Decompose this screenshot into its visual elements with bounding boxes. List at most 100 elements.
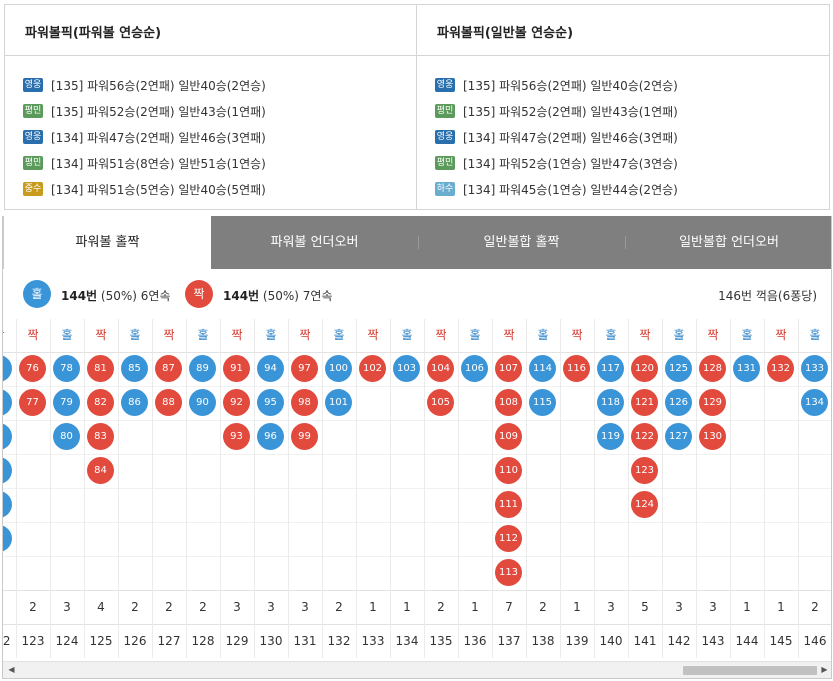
- column-type-label: 홀: [469, 328, 481, 342]
- column-type-label: 홀: [673, 328, 685, 342]
- result-ball: 105: [427, 389, 454, 416]
- column-type-label: 짝: [503, 328, 515, 342]
- result-ball: [3, 423, 12, 450]
- pick-row[interactable]: 영웅 [134] 파워47승(2연패) 일반46승(3연패): [417, 124, 829, 150]
- grid-divider: [3, 556, 831, 557]
- grid-divider: [3, 624, 831, 625]
- result-ball: [3, 355, 12, 382]
- streak-count: 3: [267, 600, 275, 614]
- column-type-label: 짝: [707, 328, 719, 342]
- result-ball: 127: [665, 423, 692, 450]
- scroll-right-arrow-icon[interactable]: ▶: [821, 665, 828, 674]
- tab-divider: [418, 236, 419, 249]
- result-ball: 77: [19, 389, 46, 416]
- odd-ball-icon: 홀: [23, 280, 51, 308]
- column-type-label: 홀: [401, 328, 413, 342]
- scroll-left-arrow-icon[interactable]: ◀: [8, 665, 15, 674]
- result-ball: 109: [495, 423, 522, 450]
- pick-row[interactable]: 영웅 [134] 파워47승(2연패) 일반46승(3연패): [5, 124, 416, 150]
- grid-divider: [594, 319, 595, 658]
- streak-count: 7: [505, 600, 513, 614]
- grid-divider: [730, 319, 731, 658]
- column-type-label: 홀: [333, 328, 345, 342]
- result-ball: 111: [495, 491, 522, 518]
- pick-row[interactable]: 영웅 [135] 파워56승(2연패) 일반40승(2연승): [417, 72, 829, 98]
- round-number: 144: [735, 634, 759, 648]
- pattern-summary: 146번 꺽음(6퐁당): [718, 289, 817, 303]
- even-count: 144번: [223, 289, 260, 303]
- result-ball: 81: [87, 355, 114, 382]
- round-number: 133: [361, 634, 385, 648]
- result-ball: 78: [53, 355, 80, 382]
- round-number: 142: [667, 634, 691, 648]
- result-ball: 121: [631, 389, 658, 416]
- streak-count: 1: [403, 600, 411, 614]
- grid-divider: [84, 319, 85, 658]
- pick-row[interactable]: 평민 [135] 파워52승(2연패) 일반43승(1연패): [5, 98, 416, 124]
- pick-row[interactable]: 하수 [134] 파워45승(1연승) 일반44승(2연승): [417, 176, 829, 202]
- tab-power-odd-even[interactable]: 파워볼 홀짝: [3, 216, 211, 269]
- odd-count: 144번: [61, 289, 98, 303]
- pick-record-text: [134] 파워47승(2연패) 일반46승(3연패): [463, 130, 678, 145]
- rank-badge: 영웅: [435, 130, 455, 144]
- result-ball: 126: [665, 389, 692, 416]
- result-ball: 131: [733, 355, 760, 382]
- streak-count: 3: [709, 600, 717, 614]
- streak-count: 3: [233, 600, 241, 614]
- grid-divider: [118, 319, 119, 658]
- grid-divider: [220, 319, 221, 658]
- pick-record-text: [134] 파워51승(5연승) 일반40승(5연패): [51, 182, 266, 197]
- grid-divider: [3, 590, 831, 591]
- pick-list-normal: 영웅 [135] 파워56승(2연패) 일반40승(2연승) 평민 [135] 파워5…: [417, 56, 829, 202]
- grid-divider: [3, 420, 831, 421]
- pick-record-text: [134] 파워47승(2연패) 일반46승(3연패): [51, 130, 266, 145]
- grid-divider: [390, 319, 391, 658]
- rank-badge: 하수: [435, 182, 455, 196]
- pick-row[interactable]: 중수 [134] 파워51승(5연승) 일반40승(5연패): [5, 176, 416, 202]
- grid-divider: [186, 319, 187, 658]
- grid-divider: [3, 352, 831, 353]
- grid-divider: [458, 319, 459, 658]
- result-ball: 79: [53, 389, 80, 416]
- streak-count: 1: [777, 600, 785, 614]
- streak-count: [3, 590, 16, 624]
- round-number: 138: [531, 634, 555, 648]
- rank-badge: 평민: [23, 156, 43, 170]
- tab-normal-under-over[interactable]: 일반볼합 언더오버: [679, 235, 779, 250]
- column-type-label: 짝: [3, 319, 16, 352]
- result-ball: 85: [121, 355, 148, 382]
- result-ball: 84: [87, 457, 114, 484]
- round-number: 141: [633, 634, 657, 648]
- pick-row[interactable]: 평민 [135] 파워52승(2연패) 일반43승(1연패): [417, 98, 829, 124]
- grid-divider: [152, 319, 153, 658]
- streak-count: 2: [539, 600, 547, 614]
- result-ball: [3, 525, 12, 552]
- result-ball: 114: [529, 355, 556, 382]
- tab-power-under-over[interactable]: 파워볼 언더오버: [270, 235, 359, 250]
- pick-row[interactable]: 영웅 [135] 파워56승(2연패) 일반40승(2연승): [5, 72, 416, 98]
- round-number: 132: [327, 634, 351, 648]
- streak-count: 4: [97, 600, 105, 614]
- rank-badge: 평민: [435, 156, 455, 170]
- column-type-label: 짝: [231, 328, 243, 342]
- tab-normal-odd-even[interactable]: 일반볼합 홀짝: [483, 235, 560, 250]
- streak-count: 2: [811, 600, 819, 614]
- grid-divider: [50, 319, 51, 658]
- scrollbar-thumb[interactable]: [683, 666, 817, 675]
- grid-divider: [288, 319, 289, 658]
- even-ball-icon: 짝: [185, 280, 213, 308]
- result-ball: 134: [801, 389, 828, 416]
- round-number: 134: [395, 634, 419, 648]
- column-type-label: 짝: [299, 328, 311, 342]
- pick-row[interactable]: 평민 [134] 파워51승(8연승) 일반51승(1연승): [5, 150, 416, 176]
- horizontal-scrollbar[interactable]: ◀ ▶: [3, 661, 831, 678]
- result-ball: 130: [699, 423, 726, 450]
- result-ball: 124: [631, 491, 658, 518]
- column-type-label: 짝: [571, 328, 583, 342]
- grid-divider: [16, 319, 17, 658]
- column-type-label: 짝: [775, 328, 787, 342]
- pick-row[interactable]: 평민 [134] 파워52승(1연승) 일반47승(3연승): [417, 150, 829, 176]
- grid-divider: [322, 319, 323, 658]
- pick-column-normal: 파워볼픽(일반볼 연승순) 영웅 [135] 파워56승(2연패) 일반40승(2…: [417, 5, 829, 209]
- grid-divider: [356, 319, 357, 658]
